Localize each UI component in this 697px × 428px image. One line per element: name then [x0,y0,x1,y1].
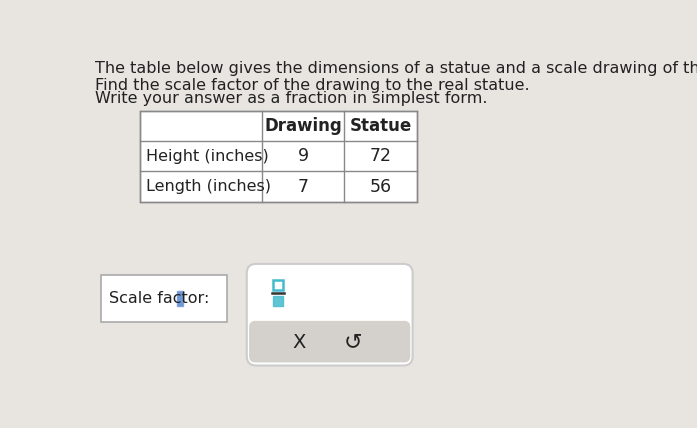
FancyBboxPatch shape [247,264,413,366]
Bar [140,111,418,202]
Text: Statue: Statue [349,117,412,135]
Bar [177,291,183,306]
Text: Write your answer as a fraction in simplest form.: Write your answer as a fraction in simpl… [95,92,487,107]
Text: 72: 72 [369,147,392,165]
Text: 56: 56 [369,178,392,196]
Text: Find the scale factor of the drawing to the real statue.: Find the scale factor of the drawing to … [95,77,530,92]
Bar [273,280,283,290]
Text: 7: 7 [298,178,309,196]
Text: Height (inches): Height (inches) [146,149,269,163]
Text: Length (inches): Length (inches) [146,179,271,194]
Text: 9: 9 [298,147,309,165]
Bar [101,275,227,322]
Text: ↺: ↺ [344,333,362,352]
Text: The table below gives the dimensions of a statue and a scale drawing of the stat: The table below gives the dimensions of … [95,61,697,76]
Text: X: X [292,333,305,352]
FancyBboxPatch shape [249,321,411,363]
Bar [273,296,283,306]
Text: Scale factor:: Scale factor: [109,291,209,306]
Text: Drawing: Drawing [264,117,342,135]
